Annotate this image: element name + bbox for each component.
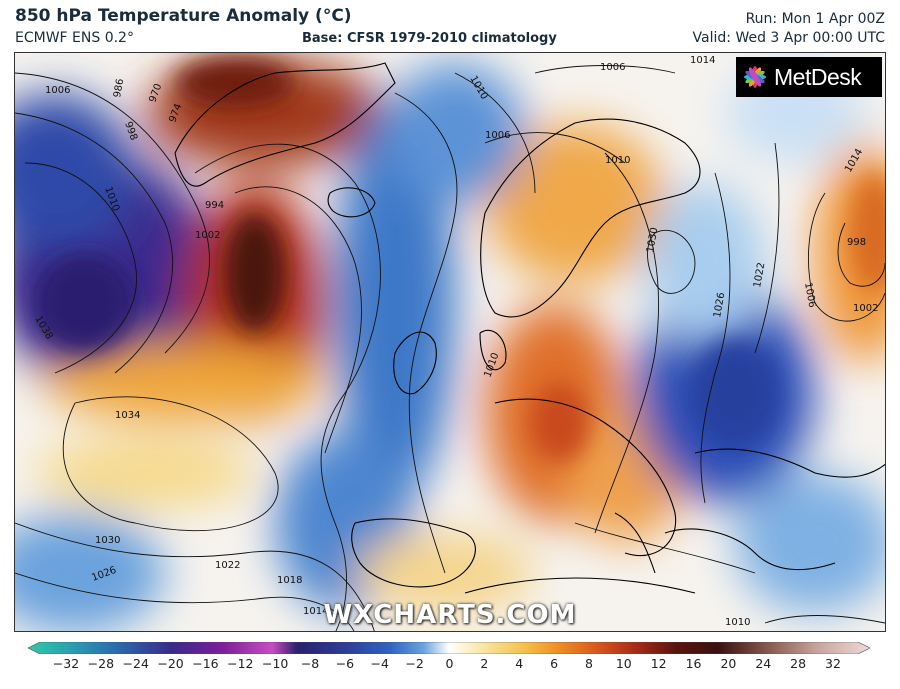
isobar-label: 994	[205, 200, 224, 211]
colorbar-tick-label: 2	[480, 656, 489, 671]
colorbar-tick-label: 12	[650, 656, 667, 671]
isobar-label: 1030	[95, 535, 120, 546]
isobar-label: 1006	[802, 282, 817, 309]
colorbar-tick-label: 8	[584, 656, 593, 671]
run-time: Run: Mon 1 Apr 00Z	[745, 11, 885, 27]
colorbar-tick-label: −6	[335, 656, 355, 671]
chart-title: 850 hPa Temperature Anomaly (°C)	[15, 6, 352, 26]
chart-header: 850 hPa Temperature Anomaly (°C) ECMWF E…	[0, 0, 900, 52]
isobar-label: 1022	[752, 262, 767, 289]
colorbar	[28, 642, 870, 654]
isobar-label: 1002	[853, 303, 878, 314]
colorbar-tick-label: −2	[405, 656, 424, 671]
isobar-lines	[15, 65, 885, 631]
colorbar-tick-label: 32	[825, 656, 841, 671]
map-canvas: 1006 986 970 974 998 1010 994 1002 1038 …	[15, 53, 885, 631]
coastlines	[174, 62, 885, 594]
colorbar-ticks: −32 −28 −24 −20 −16 −12 −10 −8 −6 −4 −2 0 2 4 6 8 10 12 16…	[0, 656, 900, 676]
isobar-label: 1006	[600, 62, 625, 73]
colorbar-tick-label: 20	[720, 656, 737, 671]
anomaly-field	[15, 58, 885, 631]
colorbar-tick-label: 28	[790, 656, 807, 671]
colorbar-tick-label: 24	[755, 656, 772, 671]
isobar-label: 1034	[115, 410, 140, 421]
isobar-label: 1010	[605, 155, 630, 166]
anomaly-map: 1006 986 970 974 998 1010 994 1002 1038 …	[14, 52, 886, 632]
isobar-label: 1014	[303, 606, 328, 617]
model-name: ECMWF ENS 0.2°	[15, 30, 134, 46]
isobar-label: 1026	[712, 292, 727, 319]
isobar-label: 1014	[690, 55, 715, 66]
isobar-label: 1002	[195, 230, 220, 241]
isobar-label: 1006	[45, 85, 70, 96]
metdesk-logo-text: MetDesk	[774, 63, 862, 90]
colorbar-tick-label: −12	[227, 656, 254, 671]
metdesk-star-icon	[744, 66, 766, 88]
colorbar-tick-label: −32	[52, 656, 80, 671]
wxcharts-watermark: WXCHARTS.COM	[323, 600, 577, 630]
colorbar-tick-label: 10	[615, 656, 632, 671]
isobar-label: 1010	[725, 617, 750, 628]
colorbar-tick-label: −28	[87, 656, 115, 671]
colorbar-tick-label: −16	[192, 656, 219, 671]
isobar-label: 1018	[277, 575, 302, 586]
isobar-label: 998	[847, 237, 866, 248]
colorbar-tick-label: 16	[685, 656, 702, 671]
colorbar-tick-label: −4	[370, 656, 389, 671]
isobar-label: 986	[112, 78, 126, 99]
isobar-label: 1030	[645, 227, 660, 254]
anomaly-detail	[35, 58, 885, 463]
colorbar-tick-label: 6	[550, 656, 559, 671]
climatology-base: Base: CFSR 1979-2010 climatology	[302, 31, 557, 46]
isobar-label: 1006	[485, 130, 510, 141]
colorbar-tick-label: 0	[445, 656, 454, 671]
colorbar-tick-label: −20	[157, 656, 184, 671]
colorbar-tick-label: −8	[300, 656, 320, 671]
metdesk-logo: MetDesk	[736, 57, 882, 97]
isobar-label: 1022	[215, 560, 240, 571]
colorbar-tick-label: −10	[261, 656, 289, 671]
valid-time: Valid: Wed 3 Apr 00:00 UTC	[692, 30, 885, 46]
colorbar-tick-label: 4	[515, 656, 524, 671]
colorbar-tick-label: −24	[122, 656, 149, 671]
